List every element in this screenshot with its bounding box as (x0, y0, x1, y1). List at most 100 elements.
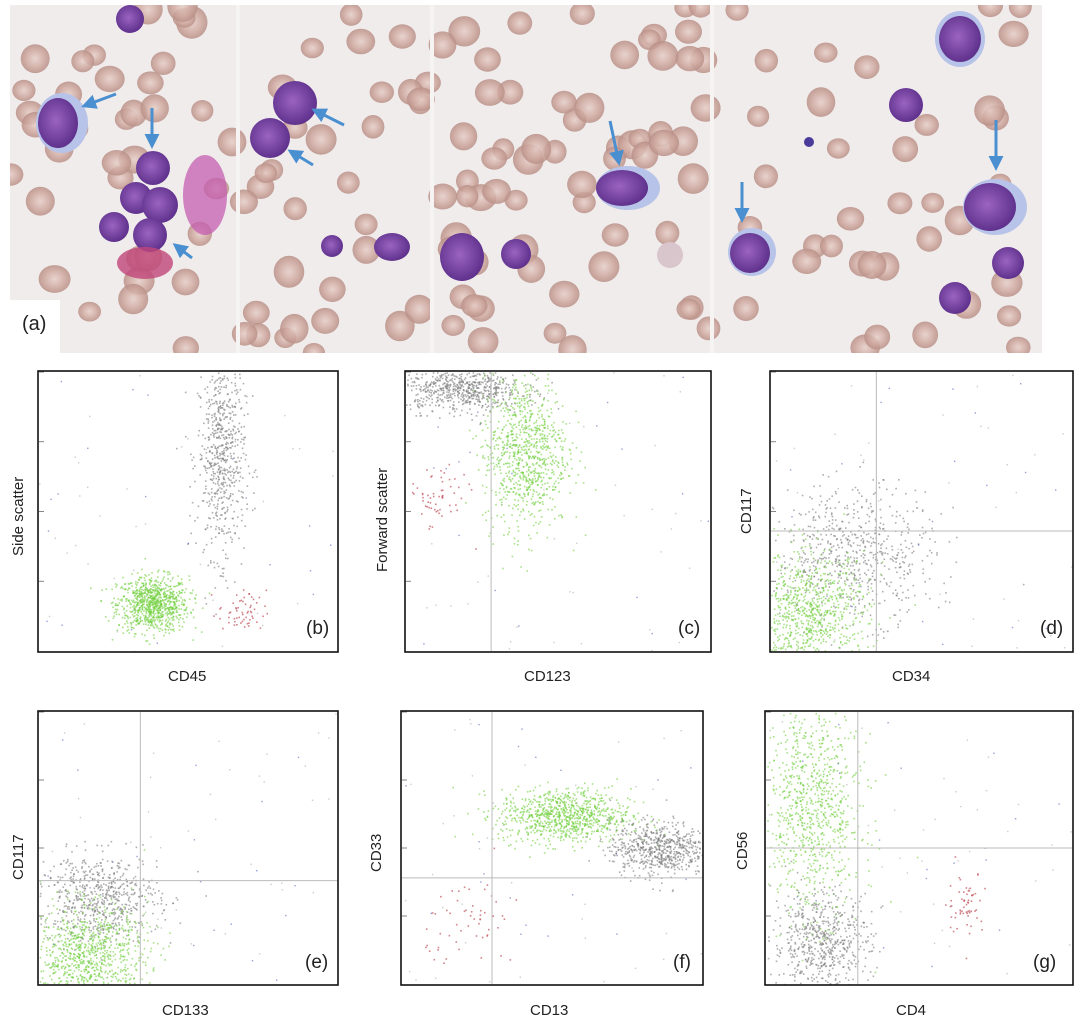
event-point (821, 587, 823, 589)
event-point (449, 504, 451, 507)
event-point (538, 428, 540, 431)
event-point (523, 485, 526, 488)
event-point (215, 512, 217, 515)
event-point (841, 627, 844, 630)
event-point (493, 396, 495, 398)
event-point (143, 617, 146, 619)
event-point (870, 505, 872, 508)
event-point (840, 595, 842, 597)
event-point (146, 629, 148, 632)
event-point (221, 482, 223, 484)
event-point (199, 453, 202, 456)
event-point (842, 611, 845, 614)
event-point (1011, 626, 1014, 629)
event-point (824, 650, 827, 652)
event-point (776, 583, 778, 586)
event-point (140, 588, 143, 591)
event-point (538, 523, 540, 525)
event-point (77, 871, 80, 873)
event-point (518, 424, 520, 427)
event-point (150, 590, 152, 593)
event-point (900, 543, 902, 546)
event-point (492, 526, 494, 528)
event-point (229, 492, 232, 495)
event-point (787, 603, 790, 606)
event-point (840, 613, 843, 616)
event-point (149, 606, 151, 608)
event-point (921, 559, 924, 562)
event-point (218, 392, 220, 395)
event-point (87, 486, 89, 488)
event-point (107, 894, 110, 896)
event-point (155, 579, 157, 581)
event-point (216, 519, 219, 521)
red-blood-cell (319, 276, 346, 302)
event-point (917, 543, 920, 545)
event-point (184, 391, 187, 394)
event-point (163, 602, 165, 604)
event-point (217, 476, 220, 479)
event-point (892, 560, 895, 562)
event-point (525, 387, 527, 390)
event-point (147, 617, 149, 619)
event-point (794, 586, 797, 589)
red-blood-cell (94, 65, 125, 93)
event-point (214, 387, 217, 389)
event-point (819, 621, 822, 624)
red-blood-cell (242, 300, 270, 325)
event-point (475, 398, 477, 400)
event-point (880, 516, 882, 519)
event-point (214, 388, 216, 391)
event-point (502, 407, 505, 409)
event-point (39, 483, 41, 485)
event-point (526, 489, 528, 491)
event-point (812, 608, 814, 610)
event-point (786, 489, 789, 491)
event-point (84, 885, 86, 888)
event-point (452, 390, 455, 392)
event-point (521, 382, 523, 384)
event-point (807, 558, 809, 561)
event-point (802, 609, 804, 612)
event-point (506, 405, 509, 408)
event-point (504, 388, 507, 390)
event-point (853, 578, 855, 580)
event-point (788, 601, 791, 604)
event-point (174, 607, 177, 610)
event-point (147, 592, 150, 594)
red-blood-cell (311, 307, 340, 334)
event-point (205, 418, 208, 420)
event-point (144, 574, 146, 576)
event-point (808, 602, 811, 605)
event-point (157, 569, 160, 571)
event-point (466, 373, 468, 376)
event-point (533, 438, 536, 440)
event-point (856, 500, 859, 502)
event-point (678, 641, 680, 644)
event-point (426, 381, 428, 383)
event-point (174, 605, 177, 607)
event-point (867, 623, 870, 625)
event-point (791, 615, 793, 617)
event-point (150, 595, 152, 598)
red-blood-cell (20, 44, 50, 74)
event-point (808, 630, 810, 632)
event-point (487, 456, 490, 458)
event-point (501, 395, 504, 397)
event-point (826, 573, 829, 576)
event-point (91, 873, 94, 876)
event-point (539, 496, 541, 499)
event-point (241, 611, 244, 614)
event-point (526, 479, 528, 482)
event-point (556, 400, 558, 403)
event-point (795, 643, 798, 646)
event-point (819, 591, 821, 593)
event-point (792, 598, 794, 600)
event-point (808, 580, 810, 583)
event-point (847, 579, 849, 581)
event-point (475, 548, 477, 550)
event-point (505, 424, 507, 427)
event-point (509, 443, 512, 445)
event-point (411, 389, 413, 392)
event-point (834, 610, 837, 613)
